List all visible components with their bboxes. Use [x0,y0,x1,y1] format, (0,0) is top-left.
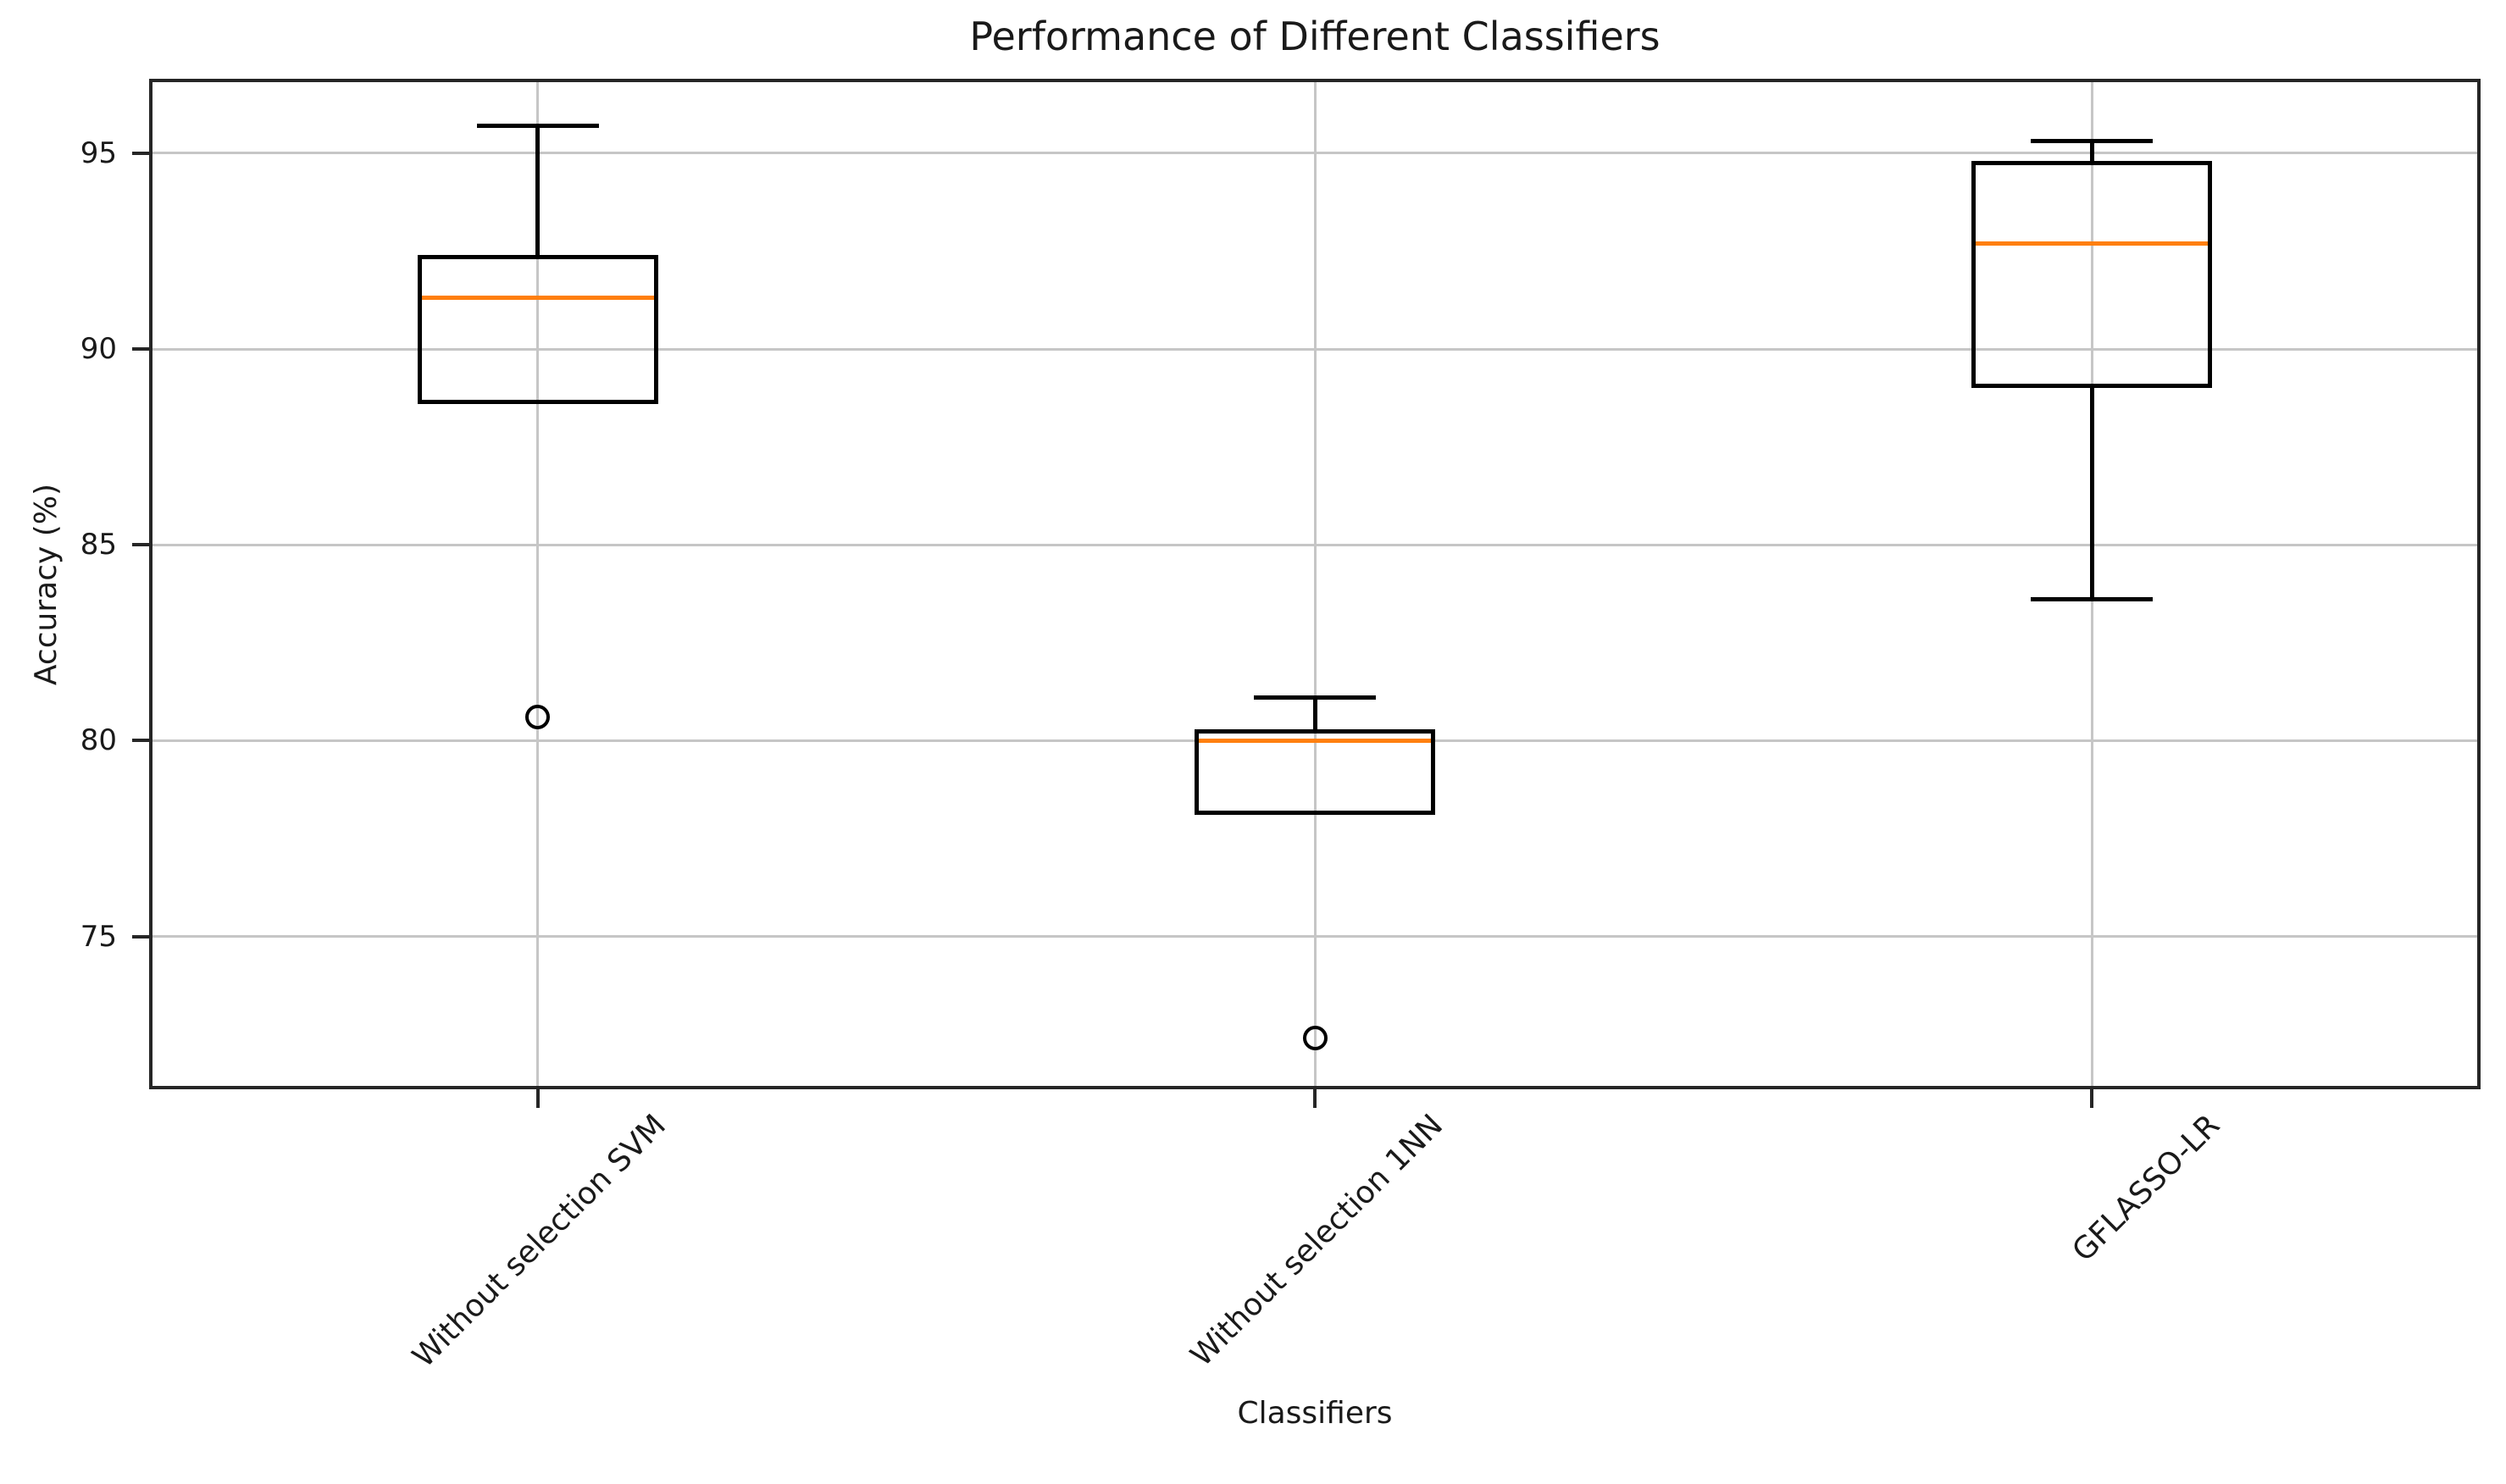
median-line [1976,241,2209,246]
whisker-cap-upper [476,123,599,128]
x-tick-mark [535,1089,540,1108]
y-tick-label: 80 [80,723,117,758]
box-whisker-lower [2089,388,2094,600]
median-line [421,296,654,301]
box-whisker-upper [2089,141,2094,162]
outlier-marker [1302,1026,1328,1051]
y-axis-label: Accuracy (%) [29,483,64,686]
x-axis-label: Classifiers [1237,1396,1393,1431]
box-rect [1971,161,2213,389]
y-tick-label: 95 [80,136,117,170]
v-gridline [1313,79,1317,1089]
v-gridline [536,79,540,1089]
y-tick-label: 75 [80,919,117,954]
box-whisker-upper [535,125,541,256]
whisker-cap-upper [1254,695,1376,700]
x-tick-label: Without selection 1NN [1184,1108,1450,1374]
x-tick-label: GFLASSO-LR [2065,1108,2227,1269]
whisker-cap-upper [2031,139,2154,144]
y-tick-label: 90 [80,332,117,367]
median-line [1199,738,1431,743]
y-tick-label: 85 [80,528,117,562]
box-rect [417,255,658,404]
y-tick-mark [132,934,151,939]
x-tick-mark [1313,1089,1317,1108]
x-tick-label: Without selection SVM [406,1108,673,1375]
chart-title: Performance of Different Classifiers [969,14,1661,59]
y-tick-mark [132,739,151,743]
y-tick-mark [132,347,151,352]
box-whisker-upper [1312,697,1317,729]
x-tick-mark [2090,1089,2094,1108]
y-tick-mark [132,543,151,547]
outlier-marker [525,705,551,730]
y-tick-mark [132,151,151,155]
whisker-cap-lower [2031,597,2154,602]
plot-area [149,79,2481,1089]
box-rect [1195,728,1435,816]
